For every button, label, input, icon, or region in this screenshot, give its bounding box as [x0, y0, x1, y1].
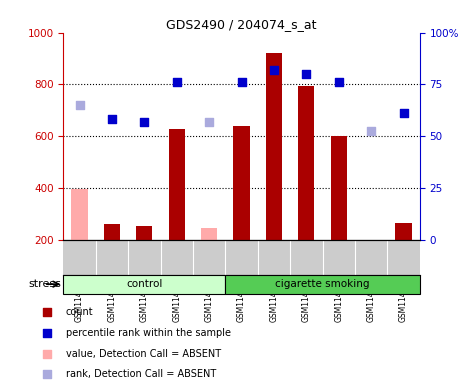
Bar: [201, 228, 217, 240]
Bar: [63, 275, 225, 294]
Point: [303, 71, 310, 77]
Point: [43, 371, 51, 377]
Point: [205, 119, 213, 125]
Point: [400, 110, 407, 116]
Point: [173, 79, 181, 86]
Bar: [169, 129, 185, 240]
Title: GDS2490 / 204074_s_at: GDS2490 / 204074_s_at: [166, 18, 317, 31]
Bar: [266, 53, 282, 240]
Bar: [298, 86, 314, 240]
Point: [76, 102, 83, 108]
Point: [43, 310, 51, 316]
Text: count: count: [66, 308, 93, 318]
Text: stress: stress: [28, 279, 61, 289]
Point: [108, 116, 116, 122]
Point: [367, 128, 375, 134]
Bar: [71, 189, 88, 240]
Point: [335, 79, 342, 86]
Bar: [234, 126, 250, 240]
Bar: [395, 223, 412, 240]
Text: percentile rank within the sample: percentile rank within the sample: [66, 328, 231, 338]
Text: control: control: [126, 279, 163, 289]
Point: [238, 79, 245, 85]
Bar: [136, 226, 152, 240]
Bar: [331, 136, 347, 240]
Point: [270, 67, 278, 73]
Point: [141, 119, 148, 125]
Text: cigarette smoking: cigarette smoking: [275, 279, 370, 289]
Text: value, Detection Call = ABSENT: value, Detection Call = ABSENT: [66, 349, 221, 359]
Bar: [104, 224, 120, 240]
Point: [43, 330, 51, 336]
Bar: [225, 275, 420, 294]
Point: [43, 351, 51, 357]
Text: rank, Detection Call = ABSENT: rank, Detection Call = ABSENT: [66, 369, 216, 379]
